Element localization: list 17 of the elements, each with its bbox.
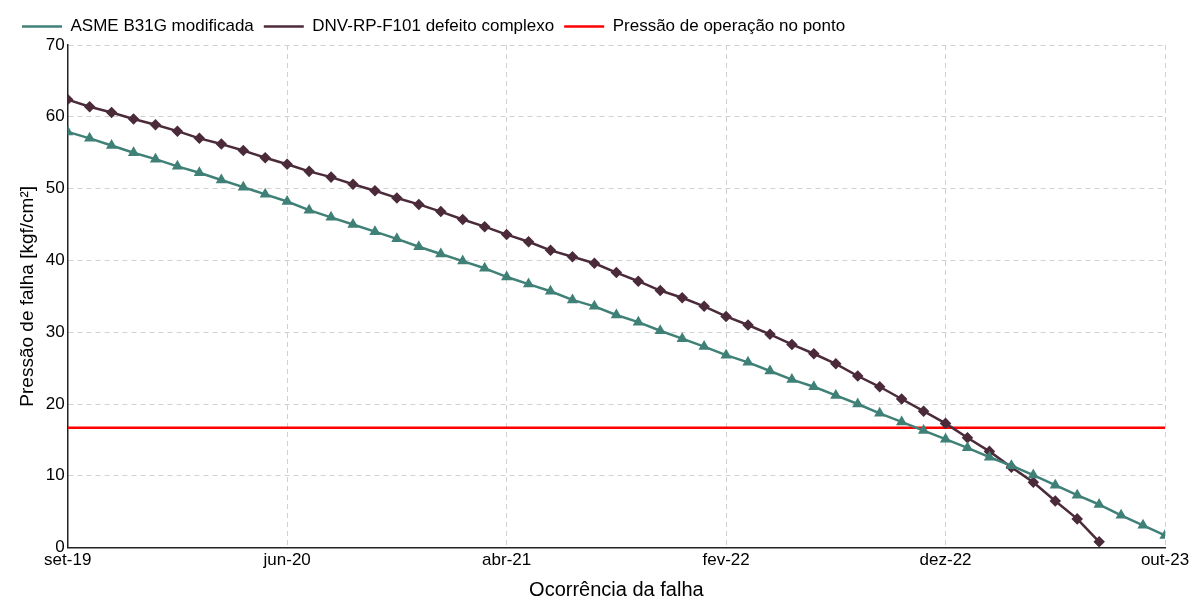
x-tick-label: fev-22 [702,550,750,570]
y-tick-label: 20 [45,393,65,413]
y-tick-label: 50 [45,178,65,198]
y-tick-label: 60 [45,106,65,126]
x-tick-label: jun-20 [262,550,311,570]
y-tick-label: 70 [45,34,65,54]
y-axis-title: Pressão de falha [kgf/cm²] [15,185,37,407]
legend-label: ASME B31G modificada [70,16,255,36]
legend-label: DNV-RP-F101 defeito complexo [312,16,555,36]
y-tick-label: 10 [45,465,65,485]
x-tick-label: abr-21 [482,550,532,570]
y-tick-label: 40 [45,250,65,270]
legend-label: Pressão de operação no ponto [612,16,846,36]
y-tick-label: 30 [45,321,65,341]
x-axis-title: Ocorrência da falha [529,577,705,600]
x-tick-label: out-23 [1140,550,1190,570]
x-tick-label: dez-22 [919,550,972,570]
